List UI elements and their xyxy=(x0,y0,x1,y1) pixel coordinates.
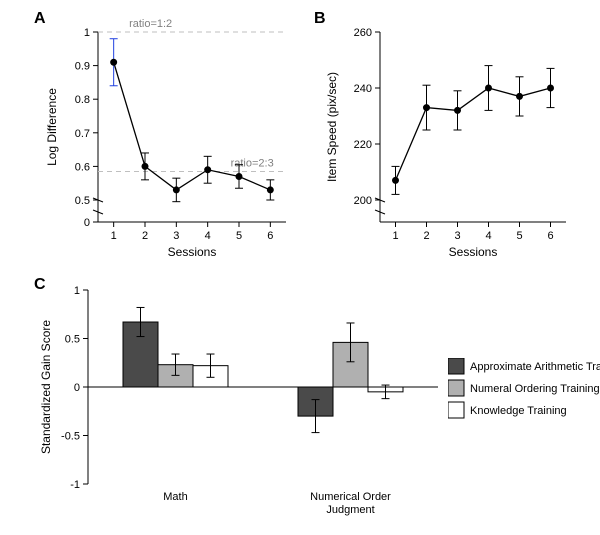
svg-text:0.6: 0.6 xyxy=(75,161,90,173)
svg-text:4: 4 xyxy=(485,230,491,242)
svg-text:4: 4 xyxy=(205,230,211,242)
legend: Approximate Arithmetic Training Numeral O… xyxy=(448,358,600,430)
figure-root: A00.50.60.70.80.91123456SessionsLog Diff… xyxy=(0,0,600,535)
svg-text:-1: -1 xyxy=(70,479,80,491)
svg-text:Sessions: Sessions xyxy=(168,245,217,259)
svg-text:0.9: 0.9 xyxy=(75,61,90,73)
panel-b-chart: 200 220 240 260 1 2 3 4 5 6 Sessions Item Speed (pi… xyxy=(308,14,578,264)
svg-text:6: 6 xyxy=(547,230,553,242)
svg-text:ratio=2:3: ratio=2:3 xyxy=(231,157,274,169)
svg-text:0: 0 xyxy=(84,217,90,229)
svg-text:2: 2 xyxy=(423,230,429,242)
svg-text:0.8: 0.8 xyxy=(75,94,90,106)
legend-label: Approximate Arithmetic Training xyxy=(470,361,600,373)
svg-text:1: 1 xyxy=(84,27,90,39)
svg-text:200: 200 xyxy=(354,195,372,207)
svg-text:Item Speed (pix/sec): Item Speed (pix/sec) xyxy=(325,72,339,182)
svg-text:0: 0 xyxy=(74,382,80,394)
svg-text:0.5: 0.5 xyxy=(65,334,80,346)
svg-text:6: 6 xyxy=(267,230,273,242)
svg-text:Log Difference: Log Difference xyxy=(45,88,59,166)
legend-swatch xyxy=(448,358,464,374)
legend-swatch xyxy=(448,380,464,396)
svg-text:220: 220 xyxy=(354,139,372,151)
panel-a-chart: 0 0.5 0.6 0.7 0.8 0.9 1 1 2 3 4 5 6 Sessions Log Diffe… xyxy=(28,14,298,264)
svg-text:1: 1 xyxy=(111,230,117,242)
svg-text:Judgment: Judgment xyxy=(326,504,374,516)
svg-text:3: 3 xyxy=(173,230,179,242)
svg-text:Standardized Gain Score: Standardized Gain Score xyxy=(39,320,53,454)
svg-text:3: 3 xyxy=(454,230,460,242)
legend-label: Knowledge Training xyxy=(470,405,567,417)
svg-text:5: 5 xyxy=(516,230,522,242)
svg-text:2: 2 xyxy=(142,230,148,242)
svg-text:Sessions: Sessions xyxy=(449,245,498,259)
svg-text:Math: Math xyxy=(163,491,187,503)
svg-text:1: 1 xyxy=(392,230,398,242)
svg-text:-0.5: -0.5 xyxy=(61,431,80,443)
svg-text:260: 260 xyxy=(354,27,372,39)
svg-text:0.7: 0.7 xyxy=(75,128,90,140)
svg-text:1: 1 xyxy=(74,285,80,297)
legend-swatch xyxy=(448,402,464,418)
svg-text:Numerical Order: Numerical Order xyxy=(310,491,391,503)
svg-text:0.5: 0.5 xyxy=(75,195,90,207)
panel-c-chart: -1 -0.5 0 0.5 1 Standardized Gain Score Math Nu… xyxy=(28,280,448,520)
svg-text:5: 5 xyxy=(236,230,242,242)
svg-text:240: 240 xyxy=(354,83,372,95)
svg-text:ratio=1:2: ratio=1:2 xyxy=(129,18,172,30)
legend-label: Numeral Ordering Training xyxy=(470,383,600,395)
